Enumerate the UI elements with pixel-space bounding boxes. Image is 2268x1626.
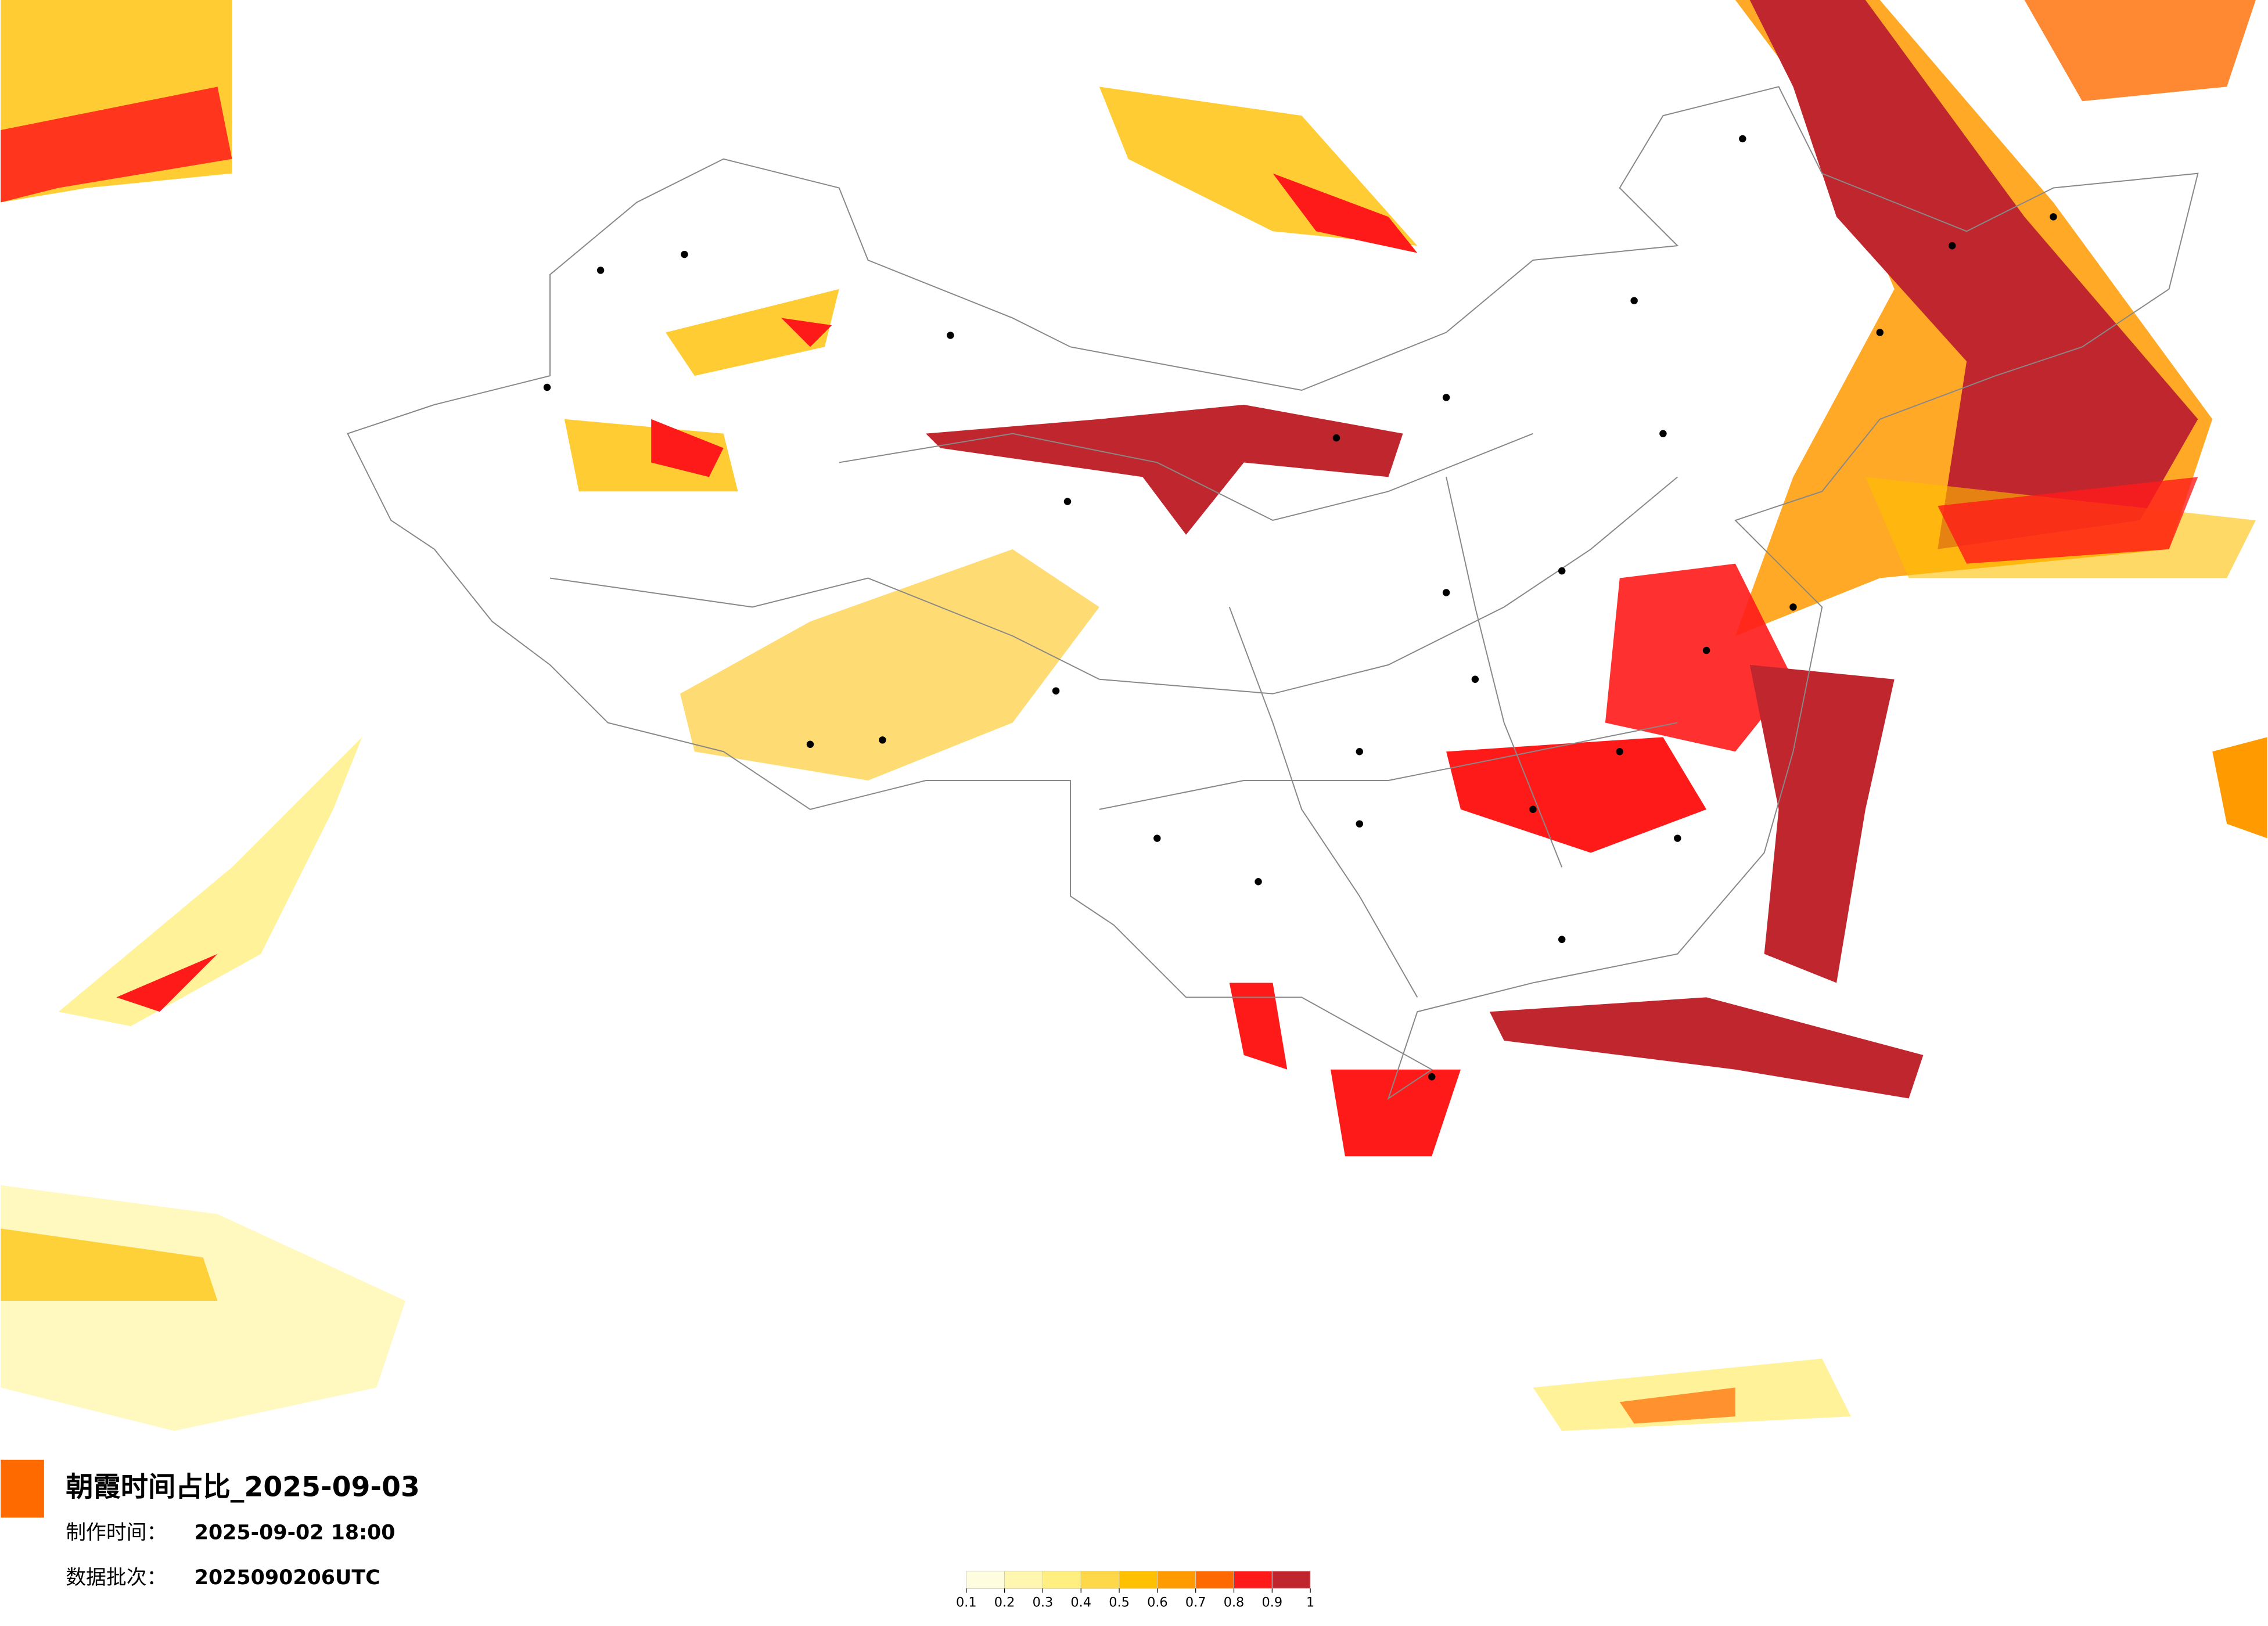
legend: 0.1 0.2 0.3 0.4 0.5 0.6 0.7 0.8 0.9 1 [956, 1570, 1314, 1610]
legend-tick-label: 0.1 [956, 1595, 977, 1610]
legend-tick-label: 0.2 [994, 1595, 1015, 1610]
cities [543, 135, 2057, 1081]
legend-tick-label: 0.4 [1070, 1595, 1091, 1610]
made-time: 2025-09-02 18:00 [195, 1521, 396, 1545]
legend-tick-label: 0.3 [1033, 1595, 1054, 1610]
legend-tick-label: 0.9 [1262, 1595, 1283, 1610]
legend-swatch [966, 1570, 1005, 1589]
legend-swatch [1157, 1570, 1196, 1589]
legend-swatch [1271, 1570, 1311, 1589]
title: 朝霞时间占比_2025-09-03 [66, 1472, 420, 1503]
legend-tick-label: 0.7 [1185, 1595, 1206, 1610]
legend-swatch [1004, 1570, 1043, 1589]
field [1, 0, 2267, 1518]
legend-swatch [1195, 1570, 1235, 1589]
boundaries [347, 86, 2199, 1100]
batch: 2025090206UTC [195, 1566, 380, 1589]
legend-swatch [1042, 1570, 1081, 1589]
legend-swatch [1234, 1570, 1273, 1589]
legend-tick-label: 0.5 [1109, 1595, 1130, 1610]
legend-tick-label: 1 [1306, 1595, 1314, 1610]
legend-tick-label: 0.6 [1147, 1595, 1168, 1610]
batch-label: 数据批次： [66, 1566, 167, 1589]
legend-swatch [1119, 1570, 1158, 1589]
legend-tick-label: 0.8 [1224, 1595, 1245, 1610]
made-label: 制作时间： [66, 1521, 167, 1545]
legend-swatch [1080, 1570, 1120, 1589]
